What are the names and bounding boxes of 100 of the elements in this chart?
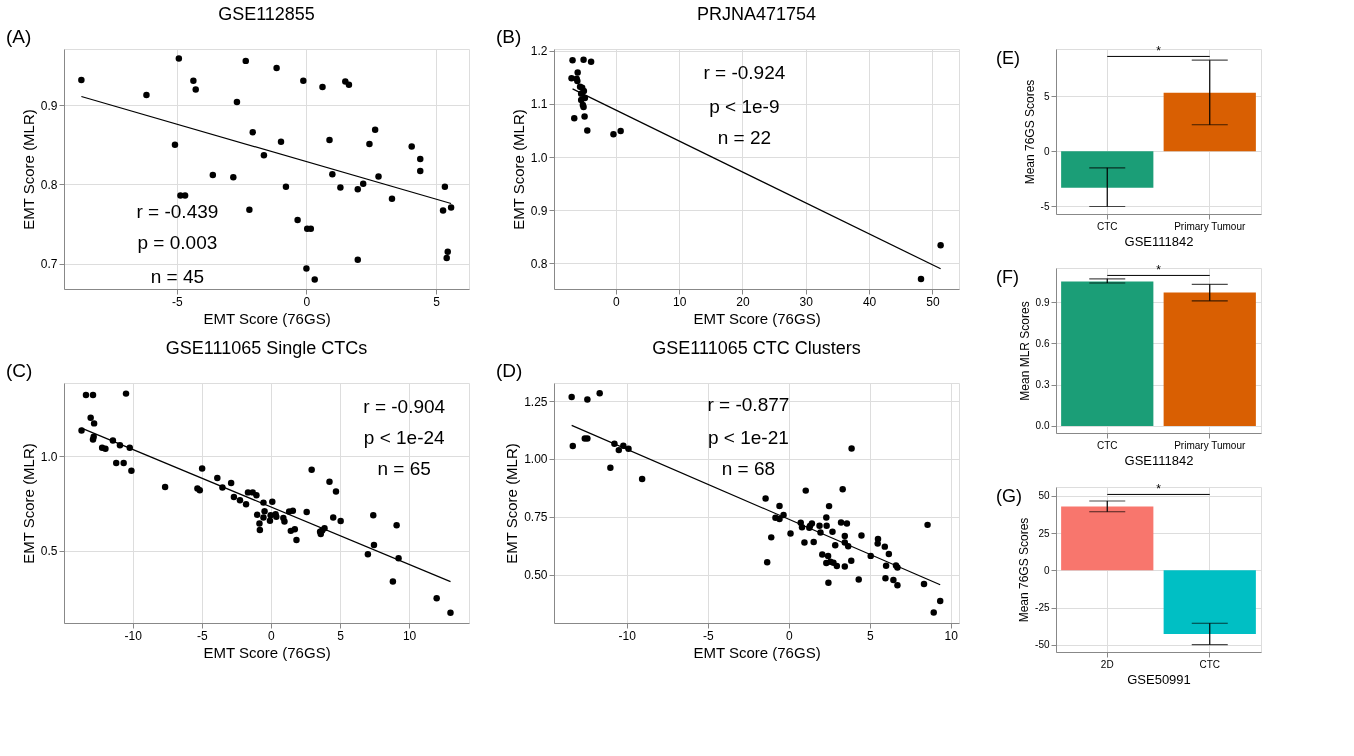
y-tick-label: -50 (1035, 639, 1050, 651)
chart-title: GSE111065 CTC Clusters (652, 338, 861, 358)
y-tick-label: 0.6 (1035, 337, 1050, 349)
x-tick-label: Primary Tumour (1174, 439, 1246, 451)
point (587, 58, 595, 66)
x-tick-label: 5 (337, 628, 345, 643)
point (273, 64, 280, 72)
point (192, 86, 199, 93)
x-tick-label: CTC (1199, 658, 1221, 670)
x-tick-label: 0 (303, 294, 311, 309)
text: (G) (996, 486, 1022, 506)
point (329, 170, 336, 178)
y-tick-label: 0.8 (40, 177, 58, 192)
point (617, 127, 624, 135)
point (209, 171, 217, 179)
point (249, 128, 256, 136)
annotation: r = -0.877 (707, 393, 790, 415)
y-tick-label: 0.8 (530, 256, 548, 271)
point (444, 248, 451, 256)
y-tick-label: 1.25 (524, 394, 548, 409)
point (417, 155, 424, 163)
x-tick-label: 10 (944, 628, 959, 643)
annotation: * (1156, 482, 1162, 497)
point (354, 256, 362, 263)
x-axis-title: EMT Score (76GS) (693, 309, 821, 327)
y-tick-label: 0.9 (1035, 296, 1050, 308)
point (171, 141, 179, 149)
annotation: n = 22 (717, 126, 772, 148)
x-tick-label: 20 (736, 294, 750, 309)
y-tick-label: 0.75 (524, 510, 548, 525)
x-axis-title: EMT Score (76GS) (203, 309, 331, 327)
x-axis-title: GSE111842 (1124, 452, 1194, 468)
y-axis-title: Mean 76GS Scores (1022, 79, 1037, 185)
point (181, 192, 189, 199)
point (233, 98, 241, 106)
point (584, 127, 591, 134)
y-tick-label: 1.0 (530, 150, 548, 165)
annotation: p < 1e-24 (363, 427, 446, 449)
point (937, 242, 944, 249)
x-axis-title: GSE50991 (1127, 671, 1191, 687)
x-tick-label: Primary Tumour (1174, 220, 1246, 232)
y-tick-label: 0.9 (40, 98, 58, 113)
annotation: * (1156, 263, 1162, 278)
point (574, 69, 581, 76)
x-axis-title: EMT Score (76GS) (203, 643, 331, 661)
y-tick-label: 0.9 (530, 203, 548, 218)
y-tick-label: 0.50 (524, 568, 548, 583)
point (569, 56, 576, 64)
point (580, 56, 587, 63)
point (388, 195, 396, 202)
x-tick-label: CTC (1096, 439, 1118, 451)
point (917, 275, 925, 283)
point (311, 276, 318, 283)
x-tick-label: 10 (672, 294, 687, 309)
point (190, 77, 197, 84)
point (230, 174, 237, 181)
x-tick-label: 5 (866, 628, 874, 643)
y-tick-label: -5 (1040, 200, 1050, 212)
point (568, 75, 575, 82)
point (375, 173, 382, 180)
x-tick-label: 5 (433, 294, 441, 309)
annotation: * (1156, 44, 1162, 59)
annotation: r = -0.924 (703, 62, 786, 83)
x-tick-label: 0 (785, 628, 793, 643)
point (326, 136, 333, 144)
annotation: r = -0.439 (136, 201, 219, 223)
text: (A) (6, 26, 32, 47)
y-tick-label: 25 (1038, 527, 1050, 539)
annotation: n = 45 (150, 266, 205, 287)
chart-title: GSE111065 Single CTCs (165, 338, 368, 358)
point (581, 113, 588, 120)
x-tick-label: 40 (862, 294, 877, 309)
y-tick-label: 0 (1043, 564, 1050, 576)
point (447, 204, 455, 211)
y-axis-title: EMT Score (MLR) (19, 109, 37, 230)
y-tick-label: 0.7 (40, 257, 58, 272)
x-tick-label: -5 (702, 628, 714, 643)
x-tick-label: 30 (799, 294, 814, 309)
point (337, 184, 344, 191)
x-tick-label: -5 (197, 628, 209, 643)
point (260, 151, 268, 159)
y-tick-label: -25 (1035, 602, 1050, 614)
annotation: n = 65 (377, 458, 431, 480)
point (441, 183, 449, 191)
x-axis-title: GSE111842 (1124, 233, 1194, 249)
y-axis-title: EMT Score (MLR) (503, 443, 521, 564)
x-tick-label: 2D (1100, 658, 1114, 670)
y-axis-title: EMT Score (MLR) (509, 109, 527, 230)
y-axis-title: Mean 76GS Scores (1017, 517, 1032, 623)
x-tick-label: 10 (402, 628, 417, 643)
point (242, 57, 249, 65)
x-tick-label: 0 (268, 628, 276, 643)
x-tick-label: -10 (124, 628, 143, 643)
point (143, 91, 150, 99)
point (300, 77, 307, 84)
point (571, 114, 578, 122)
x-tick-label: -10 (618, 628, 637, 643)
point (354, 185, 362, 193)
x-axis-title: EMT Score (76GS) (693, 643, 821, 661)
y-tick-label: 5 (1043, 90, 1050, 102)
